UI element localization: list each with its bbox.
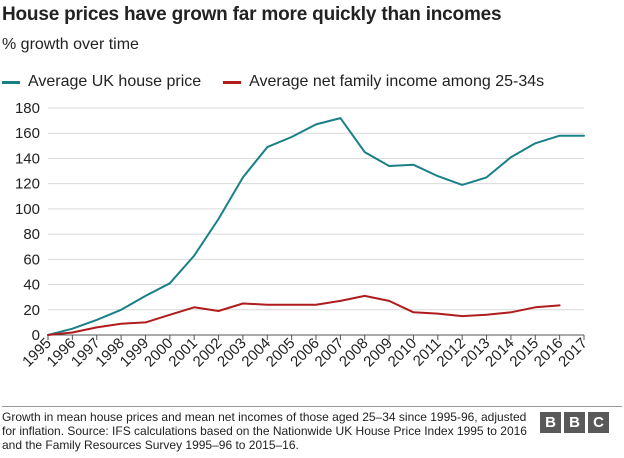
bbc-logo-block: B — [564, 412, 585, 433]
bbc-logo-block: C — [588, 412, 609, 433]
x-tick-label: 2017 — [555, 335, 591, 371]
chart-legend: Average UK house price Average net famil… — [2, 72, 566, 92]
y-tick-label: 80 — [23, 226, 40, 243]
y-tick-label: 180 — [15, 100, 40, 117]
legend-swatch-income — [223, 80, 242, 84]
line-chart: 0204060801001201401601801995199619971998… — [15, 100, 591, 371]
y-tick-label: 120 — [15, 176, 40, 193]
y-tick-label: 100 — [15, 201, 40, 218]
y-tick-label: 160 — [15, 125, 40, 142]
series-line-income — [47, 294, 561, 336]
legend-item-income: Average net family income among 25-34s — [223, 73, 544, 91]
y-tick-label: 40 — [23, 277, 40, 294]
footer-divider — [2, 406, 622, 407]
legend-item-house-price: Average UK house price — [2, 73, 201, 91]
y-tick-label: 60 — [23, 251, 40, 268]
chart-subtitle: % growth over time — [2, 36, 139, 53]
chart-title: House prices have grown far more quickly… — [2, 4, 502, 25]
legend-swatch-house-price — [2, 80, 20, 84]
y-tick-label: 0 — [32, 327, 40, 344]
bbc-logo: B B C — [540, 412, 612, 433]
source-note: Growth in mean house prices and mean net… — [2, 410, 527, 452]
y-tick-label: 140 — [15, 150, 40, 167]
bbc-logo-block: B — [540, 412, 561, 433]
legend-label-house-price: Average UK house price — [28, 73, 202, 90]
legend-label-income: Average net family income among 25-34s — [249, 73, 545, 90]
y-tick-label: 20 — [23, 302, 40, 319]
series-line-house-price — [47, 117, 585, 336]
